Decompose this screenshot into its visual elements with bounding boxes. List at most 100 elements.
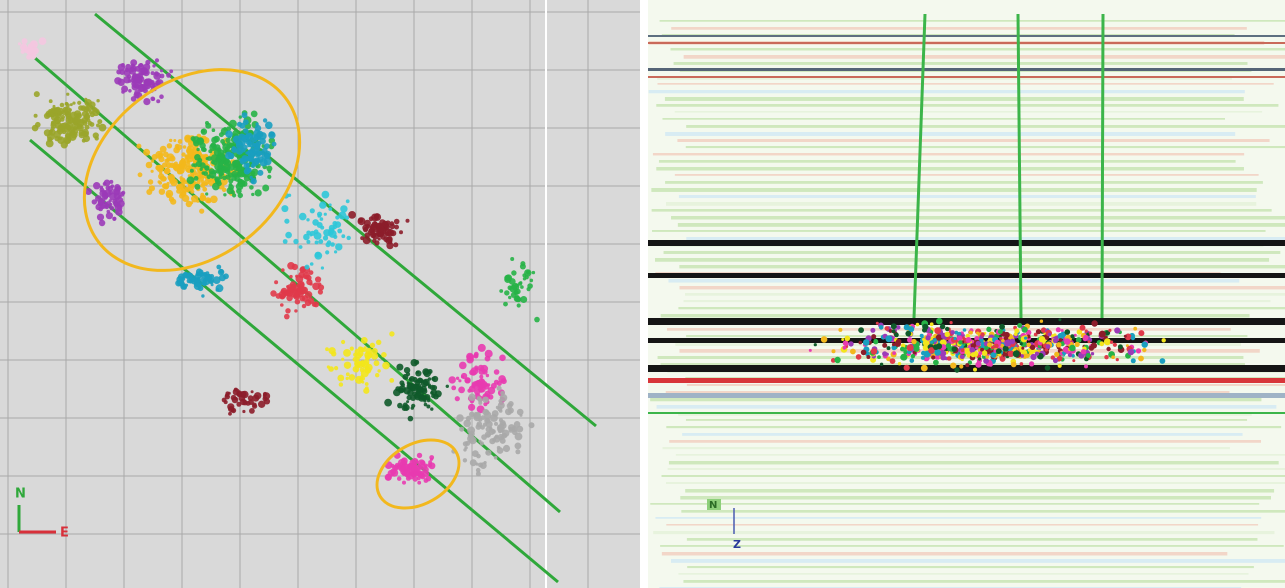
event [369, 231, 377, 239]
event [462, 458, 468, 463]
event [981, 350, 988, 357]
event [496, 447, 504, 454]
event [192, 166, 197, 170]
reflector [659, 20, 1285, 22]
event [297, 288, 304, 295]
event [493, 455, 498, 460]
reflector [667, 468, 1285, 470]
event [271, 141, 277, 147]
event [1083, 334, 1089, 341]
event [933, 359, 939, 366]
event [148, 185, 155, 192]
event [76, 112, 82, 119]
event [1076, 329, 1083, 335]
reflector [648, 35, 1285, 37]
event [870, 348, 878, 355]
event [69, 103, 73, 107]
event [417, 480, 422, 485]
event [85, 104, 93, 112]
event [205, 122, 212, 129]
event [891, 329, 896, 334]
event [1057, 363, 1062, 368]
event [1133, 326, 1138, 331]
event [484, 355, 491, 362]
event [1106, 346, 1111, 352]
event [945, 326, 950, 332]
event [226, 126, 232, 132]
event [866, 355, 871, 359]
event [297, 280, 305, 289]
event [848, 341, 854, 347]
event [84, 113, 91, 120]
event [1004, 353, 1008, 357]
event [976, 331, 980, 335]
event [468, 403, 476, 411]
event [84, 124, 90, 130]
event [929, 322, 934, 327]
event [43, 129, 52, 137]
event [478, 462, 484, 468]
event [497, 424, 504, 431]
event [84, 188, 92, 195]
event [237, 192, 243, 199]
event [57, 107, 65, 115]
event [980, 332, 985, 337]
event [1117, 344, 1123, 350]
event [105, 212, 113, 220]
event [328, 203, 332, 207]
event [841, 338, 845, 341]
event [1010, 361, 1017, 368]
event [377, 369, 381, 373]
event [265, 121, 273, 130]
event [50, 122, 57, 129]
event [267, 174, 272, 179]
event [399, 380, 405, 386]
event [285, 231, 292, 239]
event [480, 425, 485, 430]
event [232, 135, 241, 144]
event [360, 337, 368, 344]
event [214, 176, 220, 182]
event [1001, 338, 1005, 343]
event [936, 317, 943, 325]
event [974, 336, 980, 341]
event [104, 203, 108, 207]
event [403, 387, 411, 395]
event [888, 329, 893, 333]
event [374, 221, 378, 226]
event [469, 411, 475, 418]
event [197, 276, 201, 281]
event [409, 376, 415, 382]
reflector [682, 433, 1243, 436]
event [182, 194, 190, 202]
event [965, 337, 972, 343]
event [894, 332, 899, 338]
event [430, 407, 434, 411]
event [895, 325, 901, 330]
reflector [655, 517, 1262, 519]
event [424, 394, 431, 401]
event [1127, 348, 1135, 356]
event [362, 236, 371, 245]
event [1057, 332, 1065, 340]
event [842, 340, 849, 347]
event [280, 303, 284, 307]
event [903, 349, 908, 355]
event [143, 148, 151, 156]
event [341, 357, 345, 361]
event [314, 240, 319, 245]
event [216, 264, 222, 270]
event [309, 262, 314, 266]
event [1090, 342, 1097, 349]
event [211, 175, 215, 179]
event [240, 398, 247, 406]
event [886, 356, 891, 362]
event [333, 234, 338, 239]
reflector [653, 531, 1275, 535]
event [499, 437, 506, 444]
event [1074, 341, 1080, 347]
event [33, 113, 38, 118]
event [289, 274, 293, 279]
event [913, 345, 920, 352]
event [156, 99, 161, 104]
